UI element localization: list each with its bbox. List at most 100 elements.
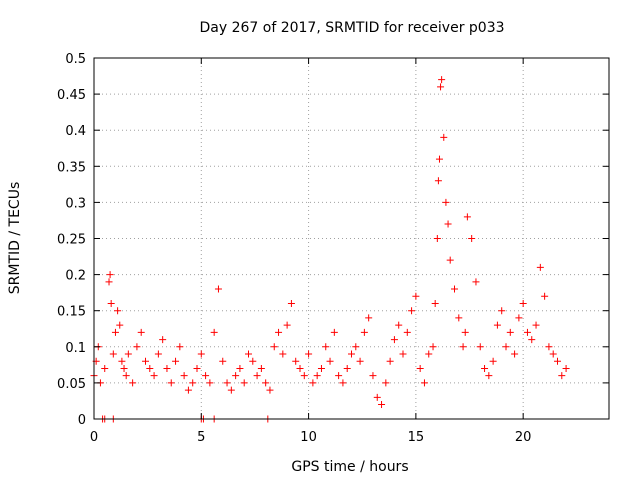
data-point <box>352 343 360 351</box>
data-point <box>214 285 222 293</box>
data-point <box>395 321 403 329</box>
data-point <box>360 328 368 336</box>
data-point <box>339 379 347 387</box>
data-point <box>159 336 167 344</box>
data-point <box>210 328 218 336</box>
data-point <box>122 372 130 380</box>
data-point <box>433 235 441 242</box>
data-point <box>114 307 122 315</box>
data-point <box>172 357 180 365</box>
data-point <box>305 350 313 358</box>
data-point <box>309 379 317 387</box>
data-point <box>545 343 553 351</box>
data-point <box>163 364 171 372</box>
data-point <box>373 393 381 401</box>
data-point <box>523 328 531 336</box>
data-point <box>356 357 364 365</box>
data-point <box>240 379 248 387</box>
data-point <box>541 292 549 300</box>
data-point <box>120 364 128 372</box>
data-point <box>232 372 240 380</box>
data-point <box>223 379 231 387</box>
data-point <box>444 220 452 228</box>
data-point <box>106 271 114 279</box>
data-point <box>287 299 295 307</box>
data-point <box>468 235 476 242</box>
data-point <box>322 343 330 351</box>
data-point <box>296 364 304 372</box>
data-point <box>275 328 283 336</box>
data-point <box>554 357 561 365</box>
y-tick-label: 0.25 <box>57 233 86 248</box>
plot-frame <box>93 57 610 420</box>
data-point <box>451 285 458 293</box>
data-point <box>399 350 407 358</box>
data-point <box>330 328 338 336</box>
data-point <box>493 321 501 329</box>
data-point <box>378 401 386 409</box>
data-point <box>124 350 132 358</box>
y-tick-label: 0.45 <box>57 88 86 103</box>
data-point <box>485 372 493 380</box>
data-point <box>245 350 252 358</box>
data-point <box>317 364 325 372</box>
data-point <box>129 379 137 387</box>
data-point <box>146 364 154 372</box>
data-point <box>266 386 274 394</box>
data-point <box>202 372 210 380</box>
y-tick-label: 0 <box>78 413 86 428</box>
data-point <box>435 155 443 163</box>
data-point <box>476 343 484 351</box>
data-point <box>459 343 467 351</box>
data-point <box>219 357 227 365</box>
data-point <box>343 364 351 372</box>
y-tick-label: 0.05 <box>57 377 86 392</box>
data-point <box>442 198 450 206</box>
data-point <box>180 372 188 380</box>
data-point <box>489 357 497 365</box>
data-point <box>107 299 115 307</box>
y-tick-label: 0.4 <box>65 124 86 139</box>
x-tick-label: 20 <box>515 430 532 445</box>
data-point <box>472 278 480 286</box>
data-point <box>142 357 149 365</box>
x-tick-label: 5 <box>197 430 205 445</box>
data-point <box>154 350 162 358</box>
data-point <box>390 336 398 344</box>
data-point <box>116 321 124 329</box>
data-point <box>429 343 437 351</box>
data-point <box>481 364 489 372</box>
data-point <box>348 350 355 358</box>
data-point <box>292 357 300 365</box>
data-point <box>408 307 416 315</box>
data-point <box>101 364 109 372</box>
x-tick-label: 0 <box>90 430 98 445</box>
data-point <box>150 372 158 380</box>
data-point <box>438 76 446 84</box>
data-point <box>365 314 373 322</box>
data-point <box>326 357 334 365</box>
data-point <box>412 292 420 300</box>
data-point <box>193 364 201 372</box>
tick-labels: 0 0.05 0.1 0.15 0.2 0.25 0.3 0.35 0.4 0.45 0.5 0 5 10… <box>57 52 531 445</box>
data-point <box>133 343 141 351</box>
data-point <box>461 328 469 336</box>
data-point <box>262 379 270 387</box>
data-point <box>197 350 205 358</box>
data-point <box>515 314 523 322</box>
y-axis-title: SRMTID / TECUs <box>7 182 23 295</box>
data-point <box>206 379 214 387</box>
data-point <box>434 177 442 185</box>
data-point <box>446 256 454 264</box>
data-point <box>236 364 244 372</box>
data-point <box>519 299 527 307</box>
data-point <box>283 321 291 329</box>
y-tick-label: 0.35 <box>57 160 86 175</box>
data-point <box>176 343 184 351</box>
chart-title: Day 267 of 2017, SRMTID for receiver p03… <box>199 20 504 36</box>
data-point <box>279 350 287 358</box>
data-point <box>111 328 119 336</box>
data-point <box>455 314 463 322</box>
data-point <box>382 379 390 387</box>
